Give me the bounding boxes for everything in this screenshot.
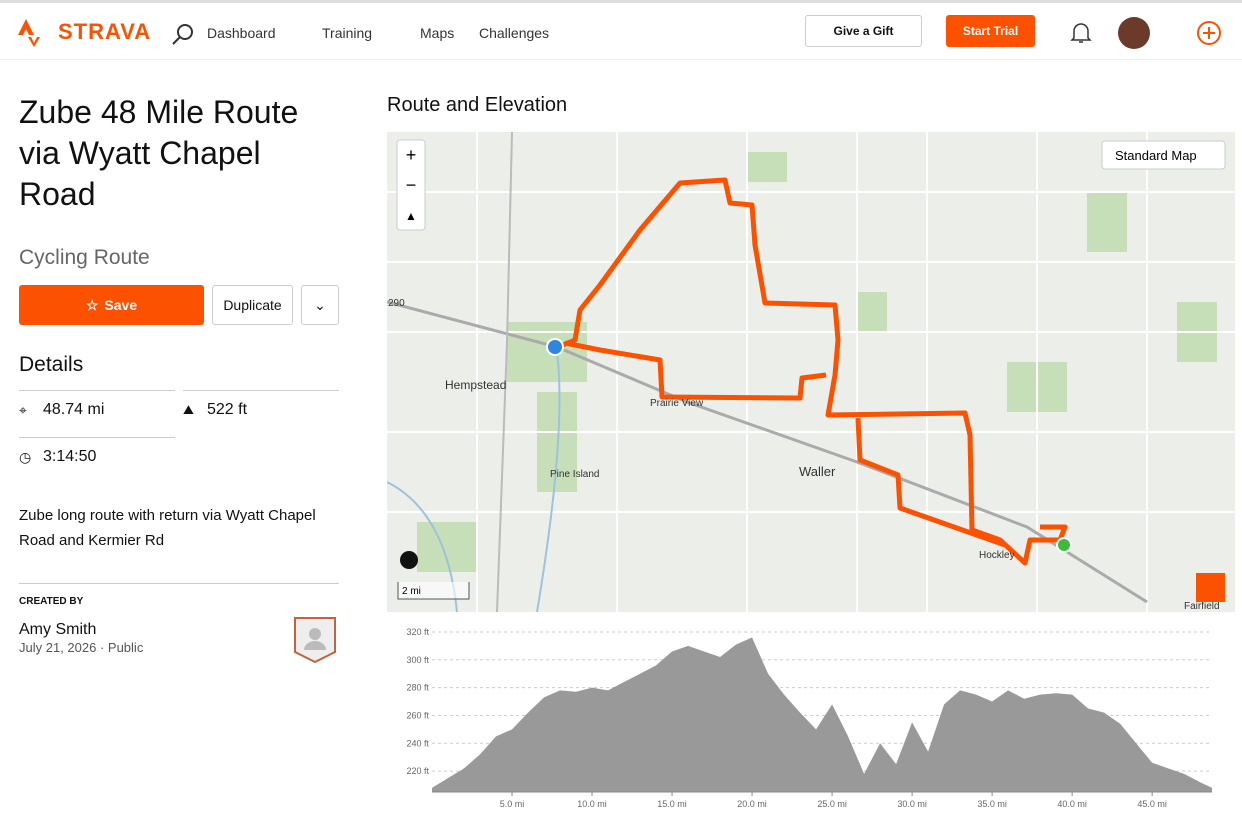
divider — [19, 437, 175, 438]
date: July 21, 2026 — [19, 640, 97, 655]
zoom-controls[interactable] — [396, 139, 426, 231]
place-label: Pine Island — [550, 469, 599, 480]
section-heading: Route and Elevation — [387, 94, 568, 116]
elevation-gain: 522 ft — [207, 401, 248, 418]
logo-icon — [18, 19, 40, 47]
zoom-out[interactable]: − — [406, 175, 417, 195]
search-icon[interactable] — [172, 23, 194, 45]
save-label: Save — [104, 297, 138, 313]
y-tick-label: 320 ft — [406, 627, 429, 637]
place-label: Hockley — [979, 550, 1015, 561]
avatar[interactable] — [1118, 17, 1150, 49]
route-kind: Cycling Route — [19, 246, 150, 269]
y-tick-label: 240 ft — [406, 738, 429, 748]
description: Zube long route with return via Wyatt Ch… — [19, 507, 316, 549]
place-label: Waller — [799, 464, 836, 479]
elevation-area — [432, 637, 1212, 792]
mountain-icon: ⛰ — [183, 402, 194, 417]
map-style-select[interactable] — [1101, 140, 1226, 170]
y-tick-label: 220 ft — [406, 766, 429, 776]
divider — [19, 390, 175, 391]
add-icon[interactable] — [1196, 20, 1222, 46]
nav-bar: STRAVA Dashboard Training Maps Challenge… — [0, 0, 1242, 60]
scale-label: 2 mi — [402, 586, 421, 597]
author[interactable]: Amy Smith — [19, 621, 97, 638]
created-by-label: CREATED BY — [19, 596, 84, 607]
pin-icon: ⌖ — [19, 402, 27, 418]
duplicate-button[interactable]: Duplicate — [212, 285, 293, 325]
place-label: Hempstead — [445, 378, 506, 392]
star-icon: ☆ — [85, 296, 99, 313]
x-tick-label: 15.0 mi — [657, 799, 687, 809]
save-button[interactable]: ☆ Save — [19, 285, 204, 325]
x-tick-label: 30.0 mi — [897, 799, 927, 809]
y-tick-label: 260 ft — [406, 710, 429, 720]
place-label: Prairie View — [650, 398, 704, 409]
divider — [183, 390, 339, 391]
trial-button[interactable]: Start Trial — [946, 15, 1035, 47]
x-tick-label: 45.0 mi — [1137, 799, 1167, 809]
x-tick-label: 35.0 mi — [977, 799, 1007, 809]
y-tick-label: 280 ft — [406, 683, 429, 693]
nav-item[interactable]: Challenges — [479, 25, 550, 41]
compass[interactable]: ▲ — [405, 209, 417, 223]
flyover-button[interactable] — [1196, 573, 1225, 602]
x-tick-label: 20.0 mi — [737, 799, 767, 809]
nav-item[interactable]: Training — [322, 25, 373, 41]
x-tick-label: 40.0 mi — [1057, 799, 1087, 809]
zoom-in[interactable]: + — [406, 145, 417, 165]
place-label: Fairfield — [1184, 601, 1220, 612]
moving-time: 3:14:50 — [43, 448, 97, 465]
nav-item[interactable]: Dashboard — [207, 25, 276, 41]
info-icon[interactable] — [400, 551, 418, 569]
elevation-chart: 220 ft 240 ft 260 ft 280 ft 300 ft 320 ft 5.0 … — [406, 627, 1212, 809]
author-avatar[interactable] — [293, 616, 337, 664]
logo[interactable]: STRAVA — [58, 19, 152, 44]
x-tick-label: 10.0 mi — [577, 799, 607, 809]
details-heading: Details — [19, 353, 84, 376]
gift-button[interactable]: Give a Gift — [805, 15, 922, 47]
map-style-label: Standard Map — [1115, 148, 1197, 163]
y-tick-label: 300 ft — [406, 655, 429, 665]
visibility: Public — [107, 640, 144, 655]
clock-icon: ◷ — [19, 449, 32, 465]
highway-label: 290 — [388, 298, 405, 309]
x-tick-label: 5.0 mi — [500, 799, 525, 809]
bell-icon[interactable] — [1070, 21, 1092, 45]
meta: July 21, 2026 · Public — [19, 640, 144, 655]
nav-item[interactable]: Maps — [420, 25, 455, 41]
map[interactable]: Hempstead Prairie View Waller Pine Islan… — [387, 132, 1235, 612]
x-tick-label: 25.0 mi — [817, 799, 847, 809]
distance: 48.74 mi — [43, 401, 105, 418]
more-button[interactable]: ⌄ — [301, 285, 339, 325]
divider — [19, 583, 339, 584]
route-title: Zube 48 Mile Route via Wyatt Chapel Road — [19, 94, 299, 212]
